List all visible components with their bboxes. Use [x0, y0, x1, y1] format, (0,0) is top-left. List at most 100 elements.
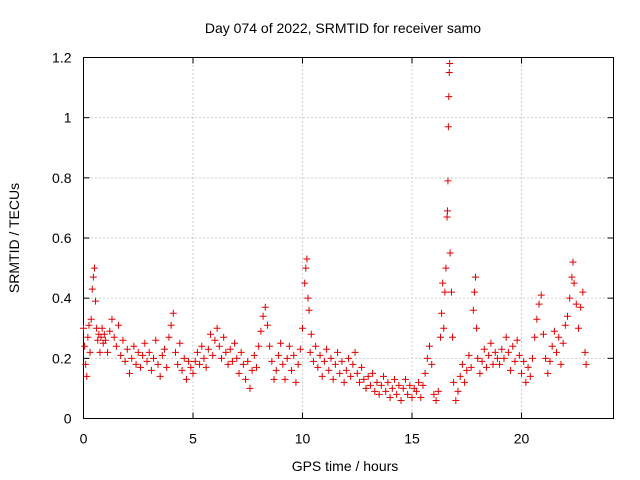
data-point — [535, 300, 543, 308]
data-point — [544, 369, 552, 377]
data-point — [316, 351, 324, 359]
data-point — [518, 369, 526, 377]
data-point — [574, 324, 582, 332]
x-tick-label: 20 — [514, 431, 530, 447]
data-point — [397, 396, 405, 404]
data-point — [259, 312, 267, 320]
data-point — [191, 357, 199, 365]
data-point — [496, 360, 504, 368]
data-point — [244, 357, 252, 365]
data-point — [115, 321, 123, 329]
data-point — [557, 360, 565, 368]
data-point — [139, 351, 147, 359]
data-point — [202, 363, 210, 371]
data-point — [404, 390, 412, 398]
data-point — [502, 333, 510, 341]
data-point — [253, 363, 261, 371]
data-point — [419, 381, 427, 389]
data-point — [515, 351, 523, 359]
data-points — [80, 60, 590, 404]
data-point — [473, 324, 481, 332]
data-point — [432, 396, 440, 404]
y-tick-label: 0.2 — [52, 350, 72, 366]
data-point — [450, 378, 458, 386]
data-point — [417, 393, 425, 401]
data-point — [307, 330, 315, 338]
data-point — [220, 333, 228, 341]
data-point — [306, 348, 314, 356]
data-point — [546, 357, 554, 365]
chart-title: Day 074 of 2022, SRMTID for receiver sam… — [205, 20, 481, 36]
data-point — [487, 339, 495, 347]
data-point — [257, 327, 265, 335]
data-point — [128, 354, 136, 362]
data-point — [123, 345, 131, 353]
data-point — [555, 333, 563, 341]
y-tick-label: 0.8 — [52, 170, 72, 186]
data-point — [178, 366, 186, 374]
data-point — [493, 354, 501, 362]
data-point — [399, 384, 407, 392]
data-point — [528, 354, 536, 362]
data-point — [533, 315, 541, 323]
data-point — [447, 288, 455, 296]
data-point — [470, 288, 478, 296]
data-point — [454, 387, 462, 395]
data-point — [255, 342, 263, 350]
data-point — [553, 348, 561, 356]
data-point — [513, 336, 521, 344]
data-point — [263, 321, 271, 329]
data-point — [112, 342, 120, 350]
data-point — [511, 357, 519, 365]
data-point — [569, 258, 577, 266]
data-point — [393, 390, 401, 398]
y-tick-label: 0.6 — [52, 230, 72, 246]
x-axis-label: GPS time / hours — [292, 458, 399, 474]
data-point — [224, 360, 232, 368]
data-point — [444, 123, 452, 131]
data-point — [207, 330, 215, 338]
data-point — [318, 372, 326, 380]
data-point — [272, 366, 280, 374]
data-point — [270, 375, 278, 383]
data-point — [561, 321, 569, 329]
data-point — [478, 357, 486, 365]
data-point — [187, 363, 195, 371]
x-tick-label: 10 — [295, 431, 311, 447]
data-point — [274, 351, 282, 359]
data-point — [472, 273, 480, 281]
data-point — [572, 300, 580, 308]
data-point — [204, 345, 212, 353]
data-point — [283, 354, 291, 362]
data-point — [246, 384, 254, 392]
data-point — [198, 342, 206, 350]
data-point — [443, 213, 451, 221]
data-point — [209, 351, 217, 359]
data-point — [305, 306, 313, 314]
data-point — [369, 369, 377, 377]
data-point — [185, 357, 193, 365]
data-point — [132, 360, 140, 368]
data-point — [436, 333, 444, 341]
data-point — [302, 264, 310, 272]
data-point — [85, 321, 93, 329]
data-point — [542, 354, 550, 362]
data-point — [213, 324, 221, 332]
data-point — [353, 369, 361, 377]
x-tick-label: 15 — [404, 431, 420, 447]
data-point — [446, 249, 454, 257]
data-point — [100, 330, 108, 338]
data-point — [507, 366, 515, 374]
data-point — [386, 393, 394, 401]
data-point — [167, 321, 175, 329]
data-point — [147, 366, 155, 374]
data-point — [277, 339, 285, 347]
data-point — [559, 339, 567, 347]
data-point — [362, 384, 370, 392]
data-point — [384, 378, 392, 386]
data-point — [443, 207, 451, 215]
data-point — [442, 264, 450, 272]
data-point — [340, 378, 348, 386]
data-point — [358, 363, 366, 371]
data-point — [200, 354, 208, 362]
